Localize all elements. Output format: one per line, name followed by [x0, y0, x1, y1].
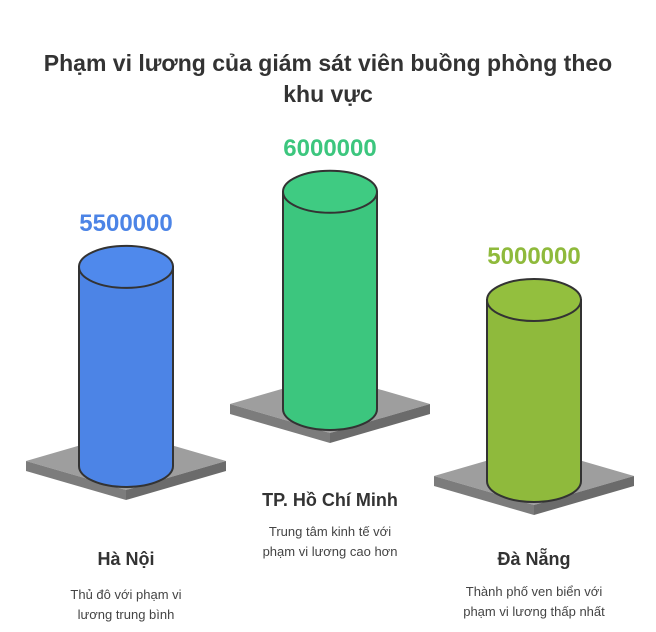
base-plate-left: [26, 461, 126, 500]
category-description: Thành phố ven biển với phạm vi lương thấp…: [439, 582, 629, 622]
base-plate-right: [534, 476, 634, 515]
base-plate-left: [230, 404, 330, 443]
category-description: Thủ đô với phạm vi lương trung bình: [31, 585, 221, 625]
bar-top: [486, 278, 582, 322]
base-plate-left: [434, 476, 534, 515]
chart-title-line-1: Phạm vi lương của giám sát viên buồng ph…: [43, 50, 613, 76]
data-label: 5500000: [79, 210, 172, 237]
category-description-line: phạm vi lương cao hơn: [262, 544, 398, 559]
data-label: 5000000: [487, 243, 580, 270]
bar: [282, 190, 378, 431]
category-description-line: lương trung bình: [77, 607, 175, 622]
base-plate-right: [126, 461, 226, 500]
category-label: TP. Hồ Chí Minh: [262, 490, 398, 510]
data-label: 6000000: [283, 135, 376, 162]
category-description-line: Thành phố ven biển với: [465, 584, 603, 599]
category-label: Hà Nội: [97, 549, 155, 569]
category-description-line: Thủ đô với phạm vi: [70, 587, 182, 602]
chart-title-line-2: khu vực: [283, 81, 373, 107]
category-description-line: Trung tâm kinh tế với: [268, 524, 392, 539]
base-plate-right: [330, 404, 430, 443]
bar: [486, 299, 582, 503]
category-description-line: phạm vi lương thấp nhất: [463, 604, 605, 619]
bar-top: [282, 169, 378, 214]
category-label: Đà Nẵng: [497, 549, 571, 569]
chart-title: Phạm vi lương của giám sát viên buồng ph…: [20, 48, 636, 110]
category-description: Trung tâm kinh tế với phạm vi lương cao h…: [235, 522, 425, 562]
bar-top: [78, 244, 174, 289]
bar: [78, 265, 174, 488]
